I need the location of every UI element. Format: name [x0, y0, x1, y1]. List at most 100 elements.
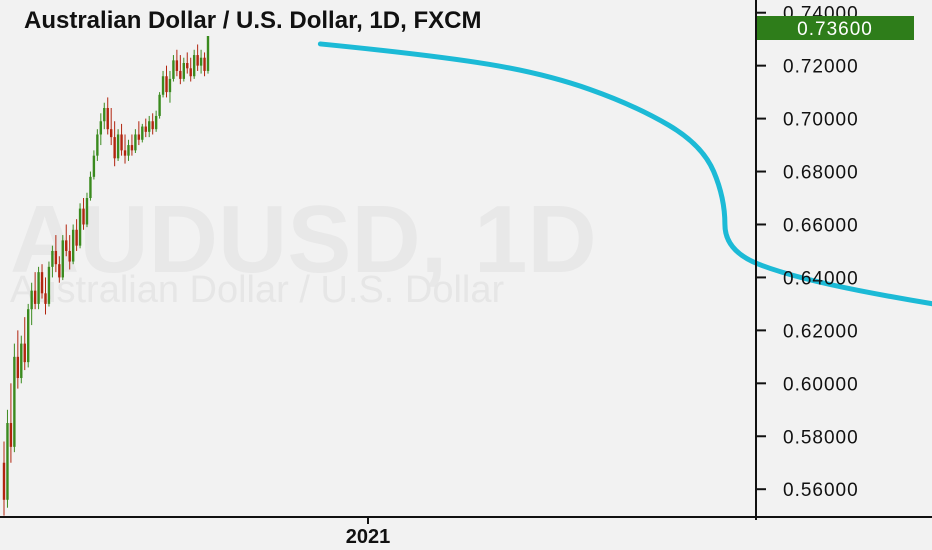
candle [68, 235, 71, 270]
candle [116, 129, 120, 161]
candle-body [148, 121, 151, 132]
candle-body [144, 126, 147, 132]
candle-body [85, 198, 89, 225]
candle-body [168, 78, 172, 93]
candle [47, 261, 51, 307]
candle-body [199, 57, 203, 66]
candle-body [75, 229, 78, 246]
candle [27, 303, 30, 368]
candle-body [141, 126, 144, 140]
candle [44, 277, 47, 315]
candle [40, 264, 44, 299]
candle-body [54, 250, 58, 265]
candle-body [186, 63, 189, 69]
candle [30, 282, 33, 326]
y-tick-label: 0.64000 [783, 268, 859, 289]
candle-body [33, 290, 37, 304]
candle-body [58, 264, 61, 278]
candle-body [113, 137, 116, 159]
candle [37, 266, 40, 310]
candle-body [182, 63, 185, 79]
candle-body [2, 462, 6, 500]
candle [120, 123, 123, 156]
y-tick-label: 0.66000 [783, 215, 859, 236]
candle-body [30, 290, 33, 310]
candle-body [44, 293, 47, 304]
candle-body [161, 76, 165, 95]
candle-body [206, 23, 210, 71]
candle [103, 102, 106, 130]
annotation-curve [317, 41, 932, 307]
candle [154, 110, 158, 132]
candle [20, 335, 23, 384]
candle [65, 224, 68, 257]
candle-body [154, 115, 158, 130]
y-tick-label: 0.68000 [783, 163, 859, 184]
candle-body [127, 145, 130, 156]
candle-body [109, 129, 113, 138]
candle [96, 129, 99, 161]
candle-body [120, 134, 123, 151]
y-tick-label: 0.62000 [783, 321, 859, 342]
candle-body [16, 356, 20, 379]
candle-body [40, 272, 44, 294]
candle [61, 235, 64, 281]
candle-body [96, 134, 99, 156]
watermark-symbol: AUDUSD, 1D [10, 186, 597, 293]
candle [58, 256, 61, 283]
candle [196, 44, 199, 71]
candle-body [65, 240, 68, 251]
candle [172, 55, 175, 82]
candle-body [196, 55, 199, 66]
y-axis-ticks: 0.740000.720000.700000.680000.660000.640… [756, 4, 859, 501]
candle-body [71, 229, 75, 262]
candle-body [51, 250, 54, 267]
candle [134, 129, 137, 154]
candle [54, 235, 58, 273]
candle [113, 121, 116, 167]
candle-body [6, 423, 9, 500]
last-price-tag-bg [757, 16, 914, 40]
candle-body [92, 155, 96, 177]
candle [51, 245, 54, 278]
candle-body [130, 145, 134, 151]
candle-body [165, 76, 168, 93]
candle [6, 409, 9, 508]
candle-body [116, 134, 120, 159]
last-price-tag-label: 0.73600 [797, 19, 873, 40]
candle [186, 52, 189, 74]
candle [148, 115, 151, 138]
candle [192, 49, 196, 79]
candle-body [89, 176, 92, 199]
candle [13, 343, 16, 453]
candle-body [192, 55, 196, 77]
title-background [0, 4, 752, 36]
y-tick-label: 0.60000 [783, 374, 859, 395]
candle [151, 113, 154, 135]
candle-body [103, 108, 106, 122]
last-price-tag: 0.73600 [757, 16, 914, 40]
candle [23, 317, 26, 371]
y-tick-label: 0.72000 [783, 57, 859, 78]
candle [175, 49, 179, 77]
candle-body [82, 208, 85, 225]
candle [137, 121, 141, 146]
candle-body [27, 309, 30, 363]
candle [16, 330, 20, 389]
candle [2, 441, 6, 516]
candle [9, 383, 13, 463]
candle [158, 92, 161, 119]
candle [109, 108, 113, 146]
candle-body [68, 250, 71, 262]
candle [85, 192, 89, 228]
candle-body [13, 356, 16, 447]
candle-body [172, 60, 175, 79]
candle-body [137, 134, 141, 140]
candle-body [47, 266, 51, 304]
candle [130, 134, 134, 156]
candle-body [123, 150, 127, 156]
candle [141, 123, 144, 143]
candle-body [9, 423, 13, 447]
chart-title: Australian Dollar / U.S. Dollar, 1D, FXC… [24, 7, 481, 34]
